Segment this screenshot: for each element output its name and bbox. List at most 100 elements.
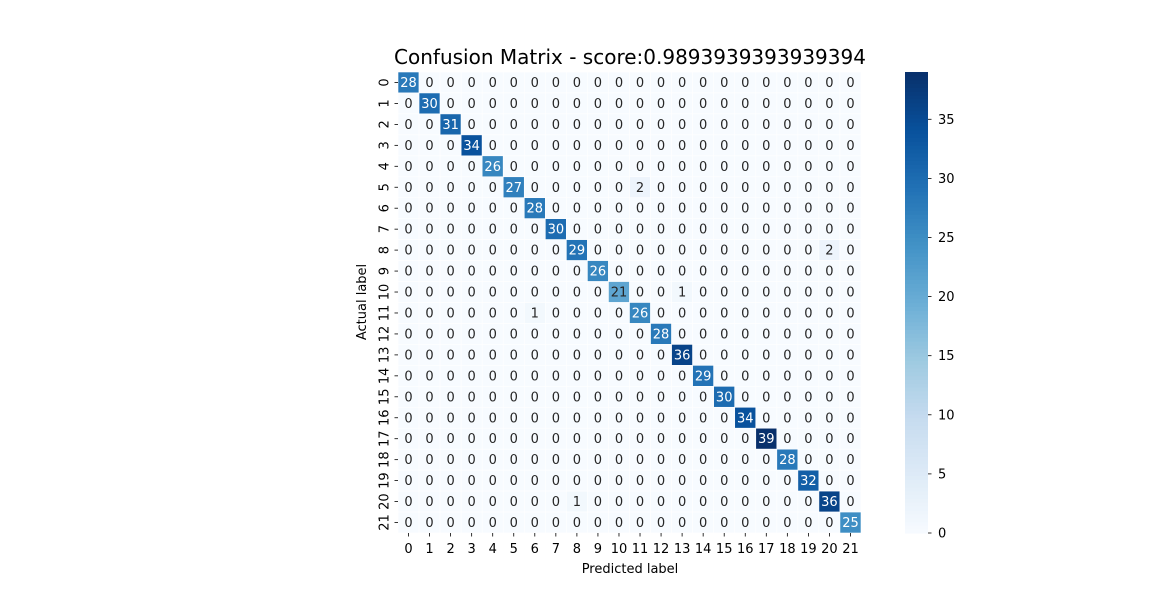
cell-value-label: 26	[590, 265, 607, 280]
cell-value-label: 0	[636, 202, 644, 217]
cell-value-label: 0	[825, 306, 833, 321]
cell-value-label: 0	[552, 306, 560, 321]
cell-value-label: 0	[594, 390, 602, 405]
colorbar-segment	[905, 125, 928, 131]
cell-value-label: 0	[510, 202, 518, 217]
cell-value-label: 0	[552, 202, 560, 217]
cell-value-label: 0	[741, 453, 749, 468]
y-tick-label: 15	[378, 389, 393, 406]
cell-value-label: 0	[783, 76, 791, 91]
cell-value-label: 28	[400, 76, 417, 91]
cell-value-label: 0	[573, 97, 581, 112]
colorbar-segment	[905, 467, 928, 473]
cell-value-label: 0	[657, 223, 665, 238]
cell-value-label: 0	[615, 181, 623, 196]
cell-value-label: 0	[573, 181, 581, 196]
colorbar-segment	[905, 321, 928, 327]
x-tick-label: 14	[695, 542, 712, 557]
heatmap-cells	[397, 71, 862, 534]
cell-value-label: 0	[657, 516, 665, 531]
cell-value-label: 0	[446, 516, 454, 531]
cell-value-label: 0	[446, 202, 454, 217]
cell-value-label: 0	[762, 474, 770, 489]
colorbar-segment	[905, 525, 928, 530]
cell-value-label: 0	[468, 516, 476, 531]
cell-value-label: 0	[446, 432, 454, 447]
x-tick-label: 10	[611, 542, 628, 557]
colorbar-segment	[905, 72, 928, 77]
cell-value-label: 0	[783, 306, 791, 321]
colorbar-segment	[905, 202, 928, 208]
cell-value-label: 0	[846, 432, 854, 447]
colorbar-segment	[905, 187, 928, 192]
cell-value-label: 0	[636, 223, 644, 238]
cell-value-label: 0	[615, 516, 623, 531]
colorbar-segment	[905, 287, 928, 292]
cell-value-label: 0	[846, 453, 854, 468]
cell-value-label: 0	[825, 76, 833, 91]
cell-value-label: 0	[720, 327, 728, 342]
cell-value-label: 0	[573, 118, 581, 133]
cell-value-label: 0	[804, 97, 812, 112]
colorbar-segment	[905, 260, 928, 265]
cell-value-label: 0	[404, 181, 412, 196]
colorbar-segment	[905, 194, 928, 200]
cell-value-label: 0	[615, 244, 623, 259]
colorbar-segment	[905, 133, 928, 138]
colorbar-segment	[905, 156, 928, 161]
cell-value-label: 0	[468, 474, 476, 489]
cell-value-label: 0	[699, 160, 707, 175]
cell-value-label: 0	[783, 348, 791, 363]
cell-value-label: 0	[804, 139, 812, 154]
colorbar-segment	[905, 363, 928, 369]
cell-value-label: 0	[741, 432, 749, 447]
colorbar-segment	[905, 509, 928, 515]
cell-value-label: 0	[678, 516, 686, 531]
cell-value-label: 0	[699, 139, 707, 154]
cell-value-label: 0	[552, 495, 560, 510]
cell-value-label: 0	[594, 495, 602, 510]
cell-value-label: 0	[615, 97, 623, 112]
cell-value-label: 0	[783, 118, 791, 133]
colorbar-segment	[905, 160, 928, 165]
cell-value-label: 0	[489, 327, 497, 342]
y-tick-label: 10	[378, 284, 393, 301]
y-tick-label: 19	[378, 472, 393, 489]
cell-value-label: 0	[510, 348, 518, 363]
colorbar-segment	[905, 513, 928, 519]
cell-value-label: 0	[446, 369, 454, 384]
cell-value-label: 0	[489, 390, 497, 405]
cell-value-label: 0	[531, 76, 539, 91]
colorbar-segment	[905, 79, 928, 85]
cell-value-label: 0	[741, 474, 749, 489]
cell-value-label: 0	[720, 369, 728, 384]
colorbar-segment	[905, 402, 928, 407]
cell-value-label: 0	[741, 118, 749, 133]
cell-value-label: 0	[699, 97, 707, 112]
x-tick-label: 13	[674, 542, 691, 557]
colorbar-tick-label: 15	[938, 349, 955, 364]
colorbar-segment	[905, 444, 928, 450]
cell-value-label: 0	[741, 286, 749, 301]
cell-value-label: 0	[846, 139, 854, 154]
cell-value-label: 0	[762, 327, 770, 342]
cell-value-label: 0	[573, 516, 581, 531]
cell-value-label: 0	[636, 286, 644, 301]
cell-value-label: 0	[678, 474, 686, 489]
cell-value-label: 0	[678, 265, 686, 280]
cell-value-label: 0	[825, 516, 833, 531]
cell-value-label: 0	[678, 118, 686, 133]
colorbar-segment	[905, 256, 928, 261]
colorbar-tick-label: 35	[938, 113, 955, 128]
cell-value-label: 25	[842, 516, 859, 531]
cell-value-label: 0	[825, 160, 833, 175]
colorbar-segment	[905, 463, 928, 469]
x-tick-label: 11	[632, 542, 649, 557]
cell-value-label: 0	[468, 348, 476, 363]
cell-value-label: 0	[762, 306, 770, 321]
cell-value-label: 0	[489, 453, 497, 468]
colorbar-segment	[905, 390, 928, 396]
cell-value-label: 0	[741, 265, 749, 280]
x-tick-label: 9	[594, 542, 602, 557]
